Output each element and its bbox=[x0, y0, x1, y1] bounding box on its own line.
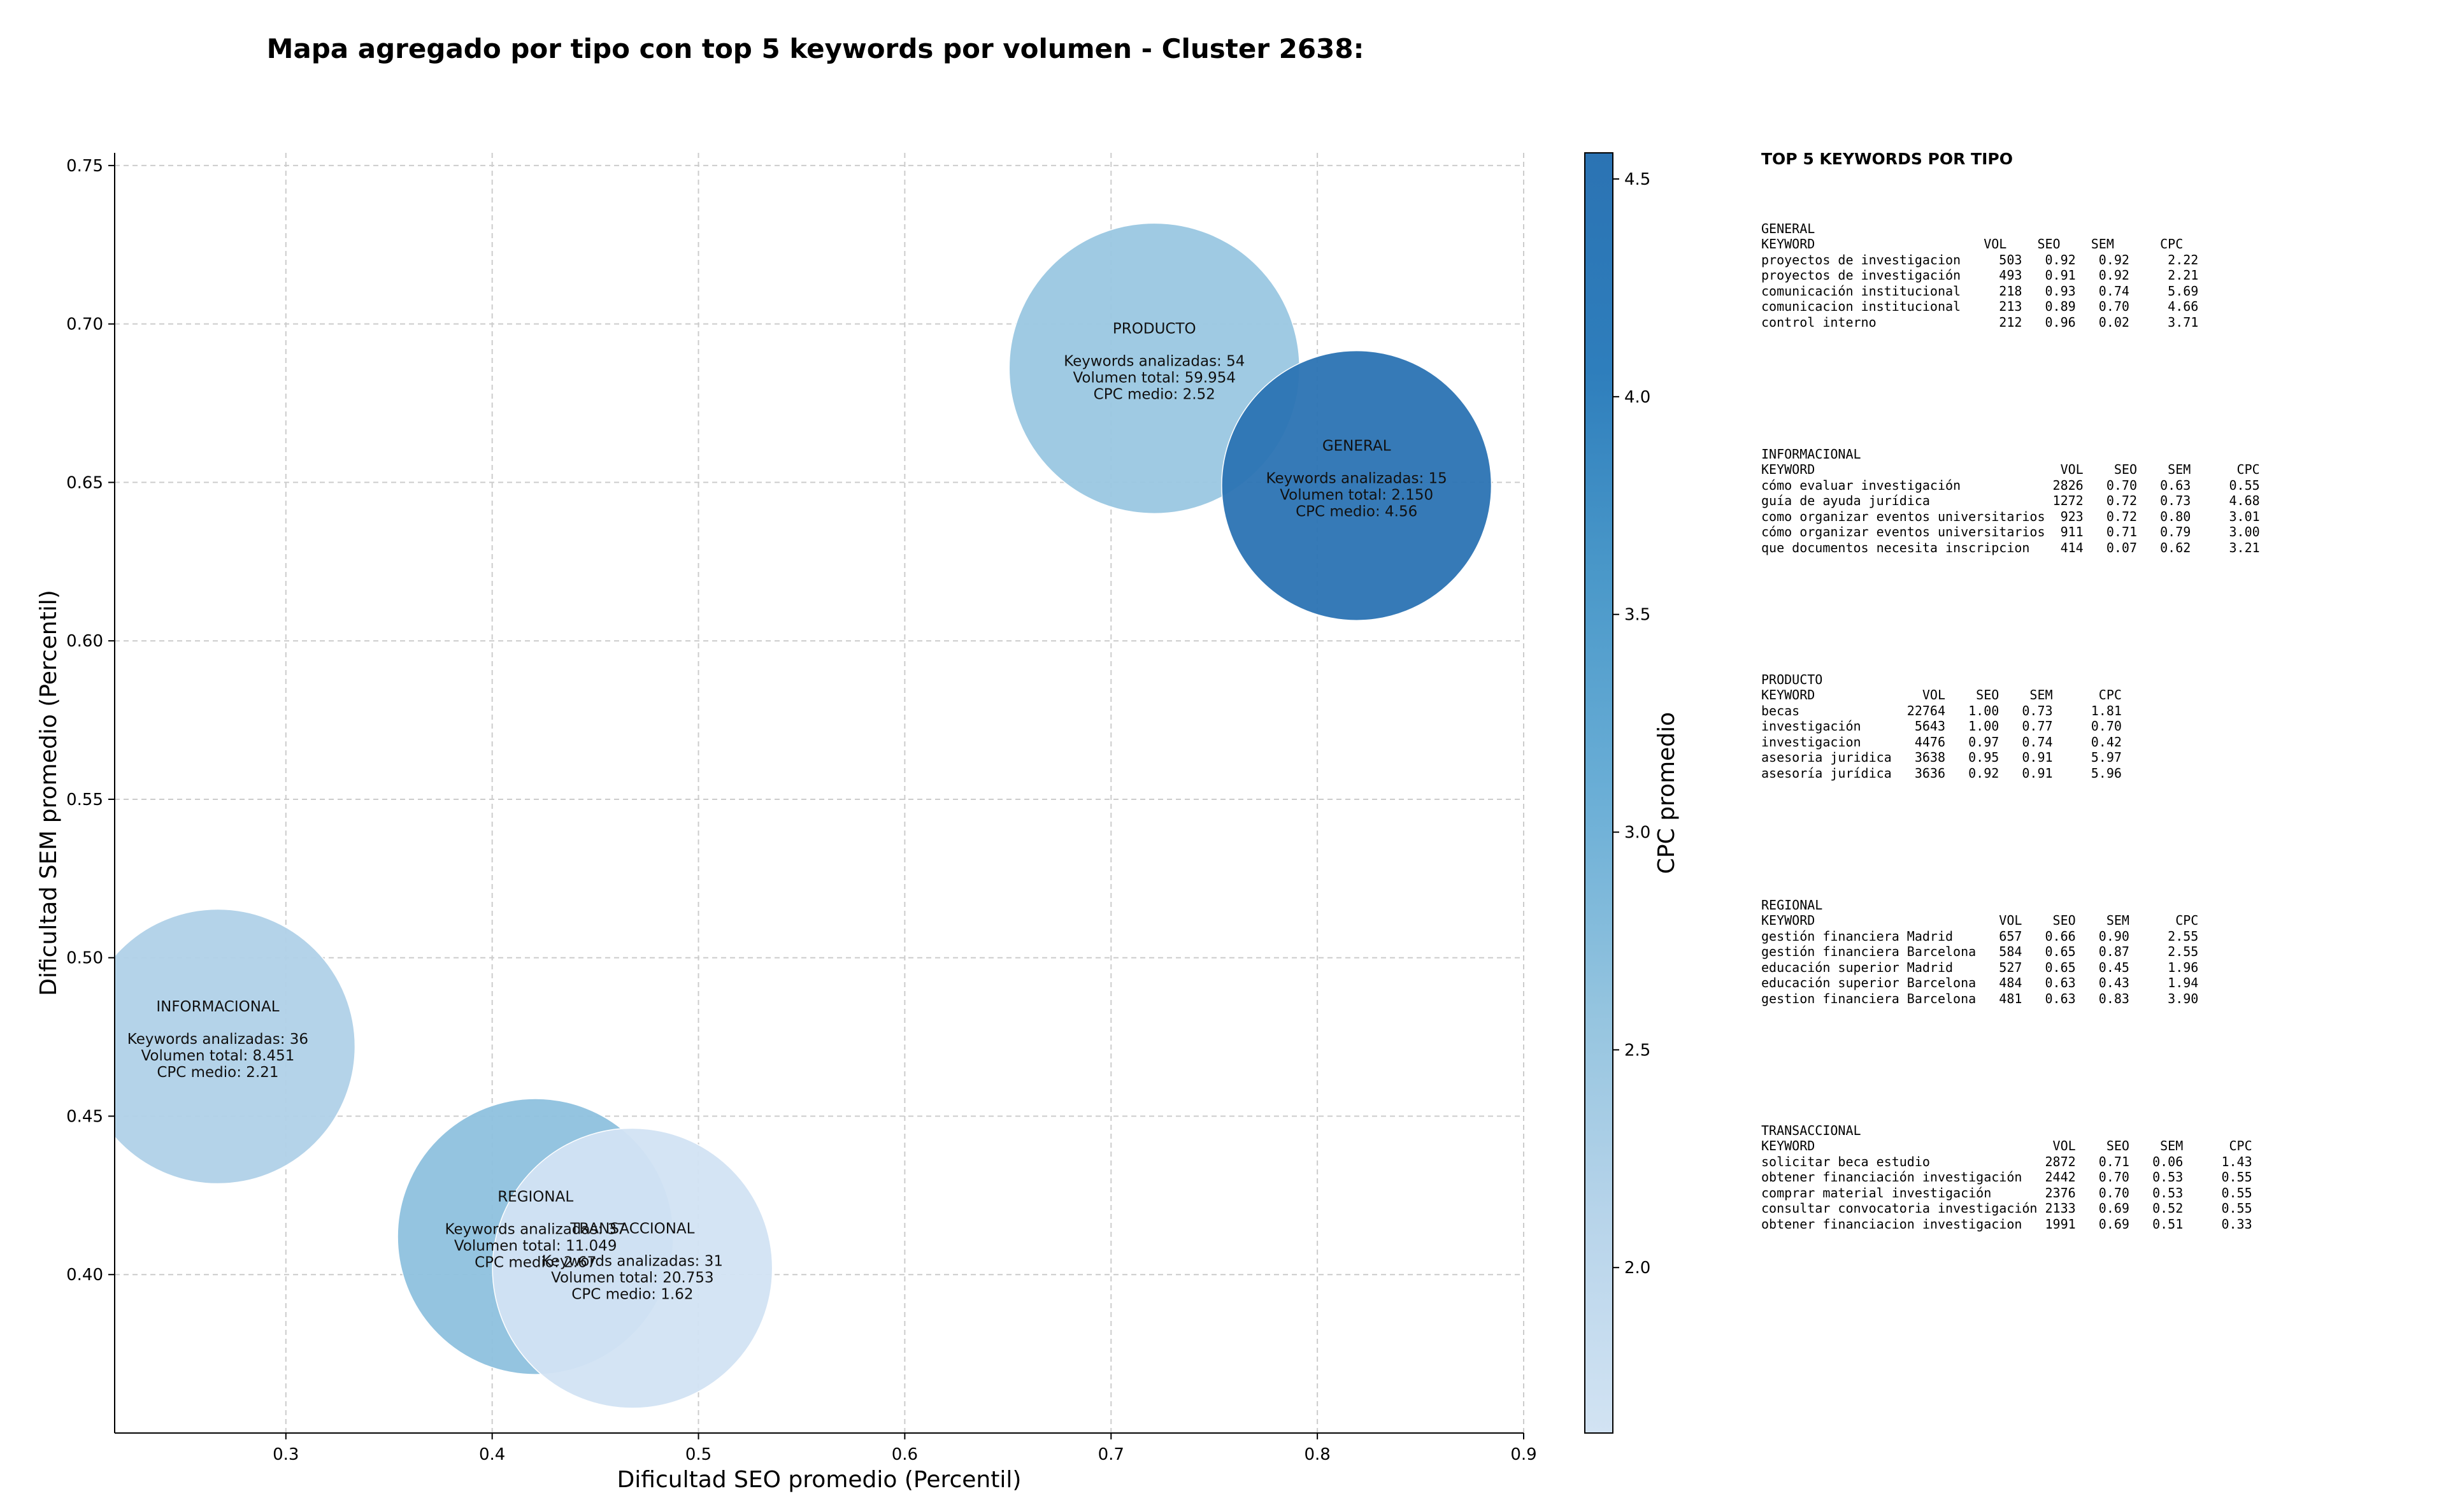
bubble-cpc-label: CPC medio: 2.21 bbox=[157, 1064, 278, 1081]
bubble-general bbox=[1221, 350, 1492, 621]
bubble-type-label: PRODUCTO bbox=[1113, 320, 1196, 337]
x-tick-label: 0.5 bbox=[685, 1445, 712, 1464]
bubble-type-label: REGIONAL bbox=[497, 1189, 573, 1206]
y-tick-label: 0.75 bbox=[66, 157, 103, 176]
colorbar-tick-label: 3.5 bbox=[1624, 606, 1650, 625]
keyword-block-producto: PRODUCTO KEYWORD VOL SEO SEM CPC becas 2… bbox=[1761, 672, 2436, 897]
panel-title: TOP 5 KEYWORDS POR TIPO bbox=[1761, 150, 2013, 168]
y-tick-label: 0.50 bbox=[66, 949, 103, 968]
bubbles bbox=[115, 222, 1492, 1409]
top-keywords-panel: TOP 5 KEYWORDS POR TIPO GENERAL KEYWORD … bbox=[1761, 150, 2436, 1348]
x-tick-label: 0.4 bbox=[479, 1445, 505, 1464]
y-tick-label: 0.45 bbox=[66, 1107, 103, 1126]
keyword-table-transaccional: TRANSACCIONAL KEYWORD VOL SEO SEM CPC so… bbox=[1761, 1122, 2252, 1232]
bubble-volume-label: Volumen total: 20.753 bbox=[551, 1269, 714, 1286]
colorbar-tick-label: 2.0 bbox=[1624, 1259, 1650, 1278]
keyword-table-regional: REGIONAL KEYWORD VOL SEO SEM CPC gestión… bbox=[1761, 897, 2199, 1006]
axes: 0.3 0.4 0.5 0.6 0.7 0.8 0.9 0.40 0.45 0.50 0.55 0.6… bbox=[36, 153, 1537, 1493]
grid-lines bbox=[115, 153, 1524, 1433]
bubble-count-label: Keywords analizadas: 36 bbox=[127, 1031, 308, 1048]
bubble-volume-label: Volumen total: 11.049 bbox=[454, 1238, 617, 1255]
x-tick-label: 0.8 bbox=[1304, 1445, 1330, 1464]
colorbar-tick-label: 4.0 bbox=[1624, 388, 1650, 407]
x-tick-label: 0.9 bbox=[1510, 1445, 1536, 1464]
chart-title: Mapa agregado por tipo con top 5 keyword… bbox=[266, 33, 1364, 64]
bubble-type-label: TRANSACCIONAL bbox=[569, 1220, 694, 1237]
keyword-table-general: GENERAL KEYWORD VOL SEO SEM CPC proyecto… bbox=[1761, 220, 2199, 330]
bubble-volume-label: Volumen total: 8.451 bbox=[141, 1048, 294, 1064]
bubble-volume-label: Volumen total: 59.954 bbox=[1073, 369, 1236, 386]
colorbar-tick-label: 2.5 bbox=[1624, 1041, 1650, 1060]
keyword-block-transaccional: TRANSACCIONAL KEYWORD VOL SEO SEM CPC so… bbox=[1761, 1123, 2436, 1348]
x-tick-label: 0.6 bbox=[892, 1445, 918, 1464]
y-tick-label: 0.60 bbox=[66, 632, 103, 651]
colorbar-label: CPC promedio bbox=[1654, 712, 1680, 874]
bubble-cpc-label: CPC medio: 1.62 bbox=[571, 1286, 693, 1302]
keyword-block-informacional: INFORMACIONAL KEYWORD VOL SEO SEM CPC có… bbox=[1761, 446, 2436, 672]
y-axis-label: Dificultad SEM promedio (Percentil) bbox=[36, 590, 62, 996]
bubble-cpc-label: CPC medio: 2.67 bbox=[475, 1255, 596, 1271]
colorbar: 2.0 2.5 3.0 3.5 4.0 4.5 CPC promedio bbox=[1584, 152, 1680, 1434]
bubble-informacional bbox=[115, 908, 356, 1185]
keyword-table-informacional: INFORMACIONAL KEYWORD VOL SEO SEM CPC có… bbox=[1761, 446, 2260, 555]
bubble-cpc-label: CPC medio: 4.56 bbox=[1296, 503, 1417, 520]
y-tick-label: 0.55 bbox=[66, 790, 103, 809]
y-tick-label: 0.70 bbox=[66, 315, 103, 334]
y-tick-label: 0.65 bbox=[66, 473, 103, 492]
bubble-volume-label: Volumen total: 2.150 bbox=[1280, 487, 1433, 503]
colorbar-tick-label: 4.5 bbox=[1624, 170, 1650, 189]
bubble-transaccional bbox=[492, 1127, 773, 1409]
keyword-block-regional: REGIONAL KEYWORD VOL SEO SEM CPC gestión… bbox=[1761, 897, 2436, 1123]
keyword-table-producto: PRODUCTO KEYWORD VOL SEO SEM CPC becas 2… bbox=[1761, 671, 2122, 781]
bubble-count-label: Keywords analizadas: 37 bbox=[445, 1222, 626, 1238]
bubble-count-label: Keywords analizadas: 54 bbox=[1064, 353, 1245, 369]
keyword-block-general: GENERAL KEYWORD VOL SEO SEM CPC proyecto… bbox=[1761, 221, 2436, 446]
bubble-count-label: Keywords analizadas: 31 bbox=[542, 1253, 723, 1269]
x-tick-label: 0.7 bbox=[1098, 1445, 1124, 1464]
bubble-type-label: INFORMACIONAL bbox=[156, 999, 279, 1015]
x-axis-label: Dificultad SEO promedio (Percentil) bbox=[617, 1467, 1022, 1493]
x-tick-label: 0.3 bbox=[273, 1445, 299, 1464]
bubble-cpc-label: CPC medio: 2.52 bbox=[1094, 386, 1215, 403]
bubble-count-label: Keywords analizadas: 15 bbox=[1266, 470, 1447, 487]
bubble-type-label: GENERAL bbox=[1322, 438, 1391, 454]
colorbar-tick-label: 3.0 bbox=[1624, 824, 1650, 843]
y-tick-label: 0.40 bbox=[66, 1266, 103, 1285]
colorbar-gradient bbox=[1584, 152, 1613, 1434]
